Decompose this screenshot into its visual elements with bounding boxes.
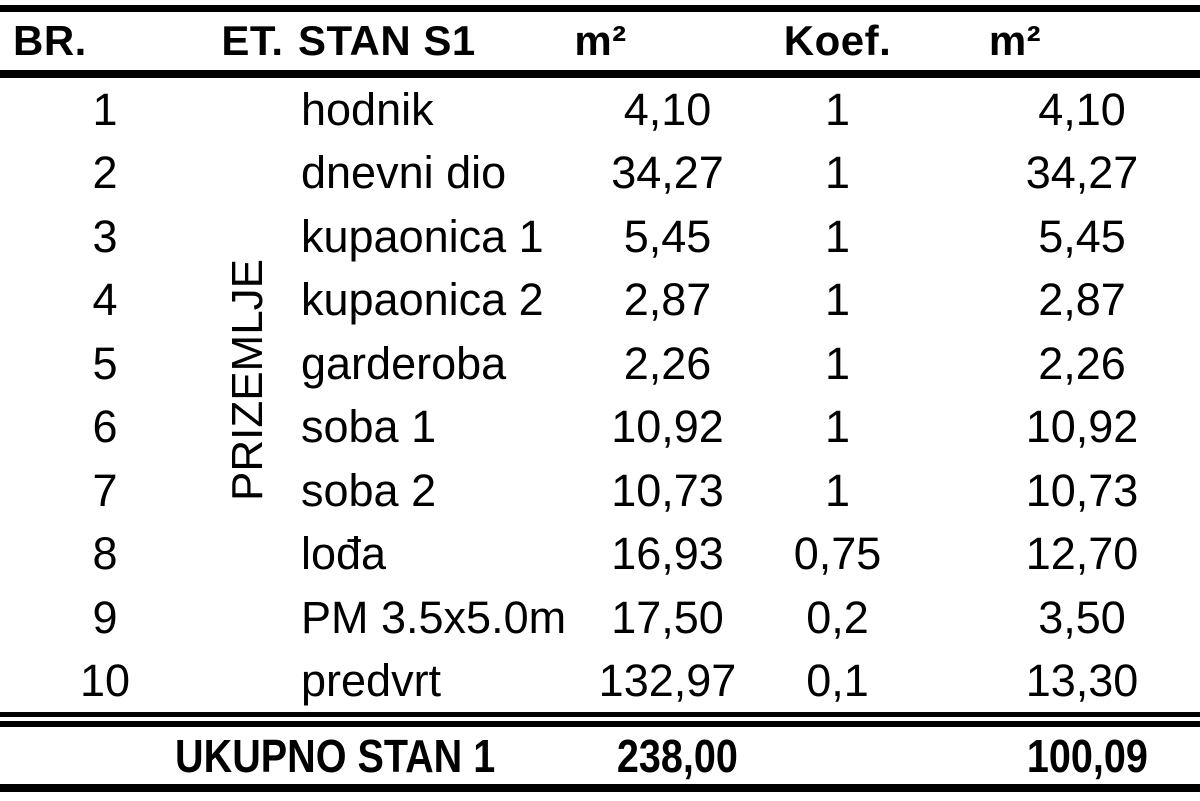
area-value-cell: 2,26 bbox=[623, 337, 712, 389]
koef-value-cell: 1 bbox=[824, 83, 851, 135]
area-value-cell: 132,97 bbox=[598, 655, 737, 707]
table-header-row: BR. ET. STAN S1 m² Koef. m² bbox=[0, 12, 1200, 70]
room-name-cell: kupaonica 2 bbox=[301, 274, 544, 326]
area-value-cell: 10,92 bbox=[611, 401, 724, 453]
area-value-cell: 4,10 bbox=[623, 83, 712, 135]
row-number-cell: 1 bbox=[92, 83, 118, 135]
row-number-cell: 2 bbox=[92, 147, 118, 199]
area-value-cell: 34,27 bbox=[611, 147, 724, 199]
row-number-cell: 3 bbox=[92, 210, 118, 262]
net-area-value-cell: 2,87 bbox=[1038, 274, 1126, 326]
net-area-value-cell: 34,27 bbox=[1025, 147, 1139, 199]
room-name-cell: soba 1 bbox=[301, 401, 437, 453]
koef-value-cell: 1 bbox=[824, 401, 851, 453]
table-row: 2 dnevni dio 34,27 1 34,27 bbox=[0, 142, 1200, 206]
area-value-cell: 2,87 bbox=[623, 274, 712, 326]
room-name-cell: lođa bbox=[301, 528, 387, 580]
net-area-value-cell: 13,30 bbox=[1025, 655, 1139, 707]
row-number-cell: 10 bbox=[79, 655, 131, 707]
koef-value-cell: 1 bbox=[824, 210, 851, 262]
room-name-cell: PM 3.5x5.0m bbox=[301, 591, 567, 643]
totals-koef-cell bbox=[765, 727, 910, 784]
room-name-cell: predvrt bbox=[301, 655, 442, 707]
totals-label-cell: UKUPNO STAN 1 bbox=[0, 727, 570, 784]
row-number-cell: 7 bbox=[92, 464, 118, 516]
net-area-value-cell: 12,70 bbox=[1025, 528, 1139, 580]
koef-value-cell: 0,1 bbox=[806, 655, 869, 707]
koef-value-cell: 1 bbox=[824, 464, 851, 516]
header-bottom-rule bbox=[0, 70, 1200, 78]
header-col-stan-s1: STAN S1 bbox=[298, 17, 476, 64]
header-col-m2-reduced: m² bbox=[988, 17, 1042, 64]
room-name-cell: kupaonica 1 bbox=[301, 210, 544, 262]
row-number-cell: 9 bbox=[92, 591, 118, 643]
row-number-cell: 5 bbox=[92, 337, 118, 389]
table-row: 4 kupaonica 2 2,87 1 2,87 bbox=[0, 269, 1200, 333]
row-number-cell: 6 bbox=[92, 401, 118, 453]
room-name-cell: dnevni dio bbox=[301, 147, 507, 199]
table-top-rule bbox=[0, 5, 1200, 12]
table-bottom-rule bbox=[0, 784, 1200, 792]
table-row: 5 garderoba 2,26 1 2,26 bbox=[0, 332, 1200, 396]
header-col-br: BR. bbox=[13, 17, 87, 64]
totals-area-cell: 238,00 bbox=[570, 727, 765, 784]
room-name-cell: soba 2 bbox=[301, 464, 437, 516]
table-row: 1 hodnik 4,10 1 4,10 bbox=[0, 78, 1200, 142]
koef-value-cell: 0,75 bbox=[793, 528, 882, 580]
table-row: 6 soba 1 10,92 1 10,92 bbox=[0, 396, 1200, 460]
totals-double-rule bbox=[0, 712, 1200, 727]
net-area-value-cell: 4,10 bbox=[1038, 83, 1126, 135]
header-col-koef: Koef. bbox=[783, 17, 892, 64]
row-floor-cell bbox=[210, 586, 295, 650]
table-row: 9 PM 3.5x5.0m 17,50 0,2 3,50 bbox=[0, 586, 1200, 650]
koef-value-cell: 1 bbox=[824, 147, 851, 199]
room-name-cell: garderoba bbox=[301, 337, 507, 389]
area-value-cell: 17,50 bbox=[611, 591, 724, 643]
area-value-cell: 10,73 bbox=[611, 464, 724, 516]
table-footer-row: UKUPNO STAN 1 238,00 100,09 bbox=[0, 727, 1200, 784]
table-row: 10 predvrt 132,97 0,1 13,30 bbox=[0, 650, 1200, 714]
table-body: 1 hodnik 4,10 1 4,10 2 dnevni dio 34,27 … bbox=[0, 78, 1200, 713]
header-col-et: ET. bbox=[221, 17, 284, 64]
totals-label: UKUPNO STAN 1 bbox=[174, 729, 496, 782]
row-floor-cell bbox=[210, 650, 295, 714]
net-area-value-cell: 5,45 bbox=[1038, 210, 1126, 262]
totals-net-cell: 100,09 bbox=[910, 727, 1200, 784]
row-floor-cell bbox=[210, 142, 295, 206]
room-name-cell: hodnik bbox=[301, 83, 434, 135]
table-row: 7 soba 2 10,73 1 10,73 bbox=[0, 459, 1200, 523]
row-number-cell: 8 bbox=[92, 528, 118, 580]
totals-area-value: 238,00 bbox=[616, 729, 738, 782]
koef-value-cell: 1 bbox=[824, 337, 851, 389]
row-floor-cell bbox=[210, 78, 295, 142]
net-area-value-cell: 10,73 bbox=[1025, 464, 1139, 516]
net-area-value-cell: 10,92 bbox=[1025, 401, 1139, 453]
header-col-m2: m² bbox=[574, 17, 627, 64]
net-area-value-cell: 2,26 bbox=[1038, 337, 1126, 389]
totals-net-value: 100,09 bbox=[1026, 729, 1148, 782]
net-area-value-cell: 3,50 bbox=[1038, 591, 1126, 643]
table-row: 8 lođa 16,93 0,75 12,70 bbox=[0, 523, 1200, 587]
table-row: 3 kupaonica 1 5,45 1 5,45 bbox=[0, 205, 1200, 269]
koef-value-cell: 0,2 bbox=[806, 591, 869, 643]
koef-value-cell: 1 bbox=[824, 274, 851, 326]
row-floor-cell bbox=[210, 523, 295, 587]
floor-label-prizemlje: PRIZEMLJE bbox=[223, 258, 272, 502]
row-number-cell: 4 bbox=[92, 274, 118, 326]
area-value-cell: 5,45 bbox=[623, 210, 712, 262]
area-value-cell: 16,93 bbox=[611, 528, 724, 580]
